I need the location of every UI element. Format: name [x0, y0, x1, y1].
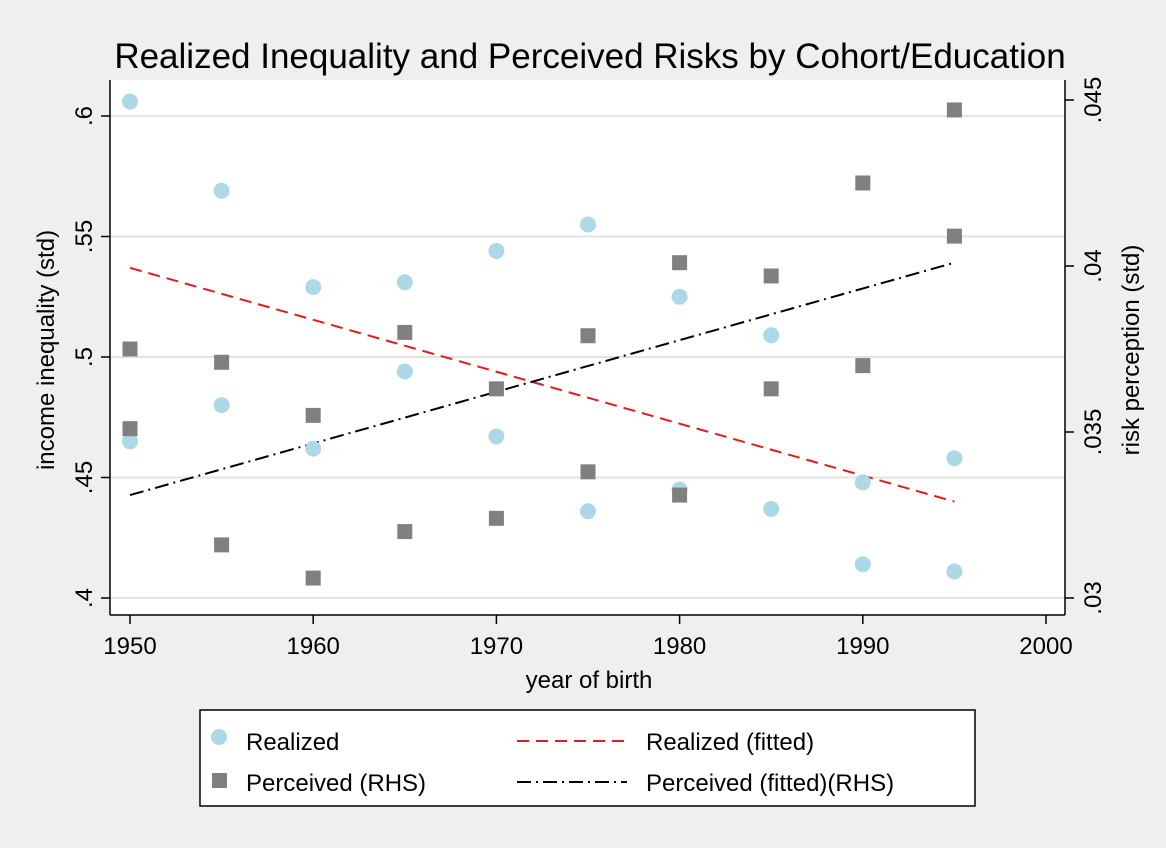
x-tick-label: 2000 [1019, 633, 1072, 660]
point-perceived [855, 358, 871, 374]
legend-label-perceived-fitted: Perceived (fitted)(RHS) [646, 770, 894, 797]
legend-label-realized-fitted: Realized (fitted) [646, 729, 814, 756]
point-realized [854, 474, 871, 491]
point-perceived [488, 381, 504, 397]
x-tick-label: 1960 [287, 633, 340, 660]
point-perceived [580, 328, 596, 344]
axes: 1950 1960 1970 1980 1990 2000 .4 .45 .5 .55 .6 .03.… [71, 77, 1107, 660]
legend-label-realized: Realized [246, 729, 339, 756]
x-tick-label: 1980 [653, 633, 706, 660]
point-perceived [305, 570, 321, 586]
y-tick-label: .55 [71, 220, 98, 253]
point-realized [671, 288, 688, 305]
point-realized [488, 428, 505, 445]
y-axis-label: income inequality (std) [33, 230, 60, 470]
point-perceived [946, 228, 962, 244]
point-perceived [122, 421, 138, 437]
y2-tick-label: .03 [1080, 581, 1107, 614]
y-tick-label: .5 [71, 347, 98, 367]
point-realized [396, 363, 413, 380]
point-perceived [763, 268, 779, 284]
x-tick-label: 1950 [103, 633, 156, 660]
plot-area [110, 80, 1065, 615]
point-perceived [488, 510, 504, 526]
point-realized [854, 556, 871, 573]
point-perceived [214, 537, 230, 553]
fit-line-perceived [129, 261, 955, 497]
point-realized [946, 450, 963, 467]
point-perceived [305, 407, 321, 423]
point-perceived [214, 354, 230, 370]
point-perceived [763, 381, 779, 397]
x-tick-label: 1990 [836, 633, 889, 660]
point-realized [396, 274, 413, 291]
point-perceived [672, 487, 688, 503]
y2-axis-label: risk perception (std) [1118, 245, 1145, 456]
point-perceived [122, 341, 138, 357]
point-realized [763, 500, 780, 517]
fit-line-realized [129, 266, 955, 503]
point-realized [580, 503, 596, 520]
point-realized [213, 397, 230, 414]
x-tick-label: 1970 [470, 633, 523, 660]
y2-tick-label: .04 [1080, 249, 1107, 282]
point-realized [488, 242, 505, 259]
point-perceived [397, 524, 413, 540]
legend-label-perceived: Perceived (RHS) [246, 770, 426, 797]
point-perceived [855, 175, 871, 191]
y-tick-label: .45 [71, 461, 98, 494]
chart-title: Realized Inequality and Perceived Risks … [114, 37, 1065, 76]
point-realized [946, 563, 963, 580]
point-perceived [672, 255, 688, 271]
legend-marker-perceived [212, 773, 227, 788]
legend-box [199, 709, 976, 807]
data-points [122, 93, 963, 586]
point-realized [763, 327, 780, 344]
point-realized [305, 279, 322, 296]
y2-tick-label: .035 [1080, 409, 1107, 456]
y-tick-label: .6 [71, 106, 98, 126]
legend: Realized Perceived (RHS) Realized (fitte… [199, 709, 976, 807]
point-perceived [946, 102, 962, 118]
point-realized [580, 216, 596, 233]
point-perceived [397, 324, 413, 340]
x-axis-label: year of birth [526, 667, 653, 694]
point-realized [213, 182, 230, 199]
legend-marker-realized [211, 729, 227, 745]
point-perceived [580, 464, 596, 480]
fitted-lines [129, 261, 955, 503]
y-tick-label: .4 [71, 588, 98, 608]
point-realized [305, 440, 322, 457]
y2-tick-label: .045 [1080, 77, 1107, 124]
point-realized [122, 93, 138, 110]
point-realized [122, 433, 138, 450]
